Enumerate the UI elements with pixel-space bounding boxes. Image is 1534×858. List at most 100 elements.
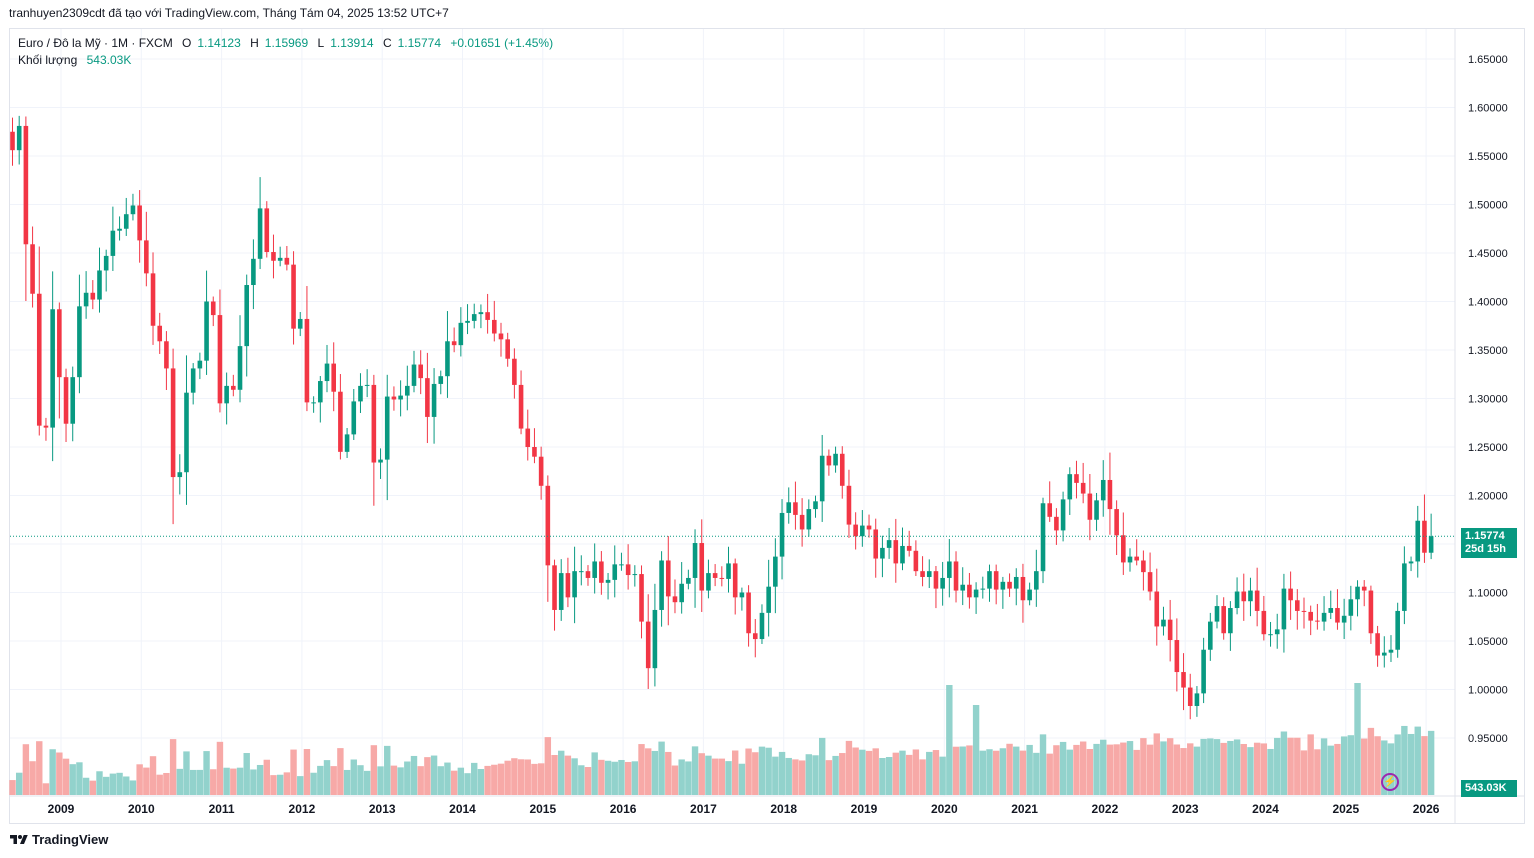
volume-bar <box>69 764 76 795</box>
candle-body <box>1214 606 1220 622</box>
candle-body <box>50 309 55 428</box>
candle-body <box>465 320 470 323</box>
candle-body <box>532 447 537 457</box>
candle-body <box>445 341 450 377</box>
volume-bar <box>1280 731 1288 795</box>
candle-body <box>947 561 952 578</box>
candle-body <box>1134 556 1139 561</box>
candle-body <box>297 318 303 329</box>
volume-bar <box>343 769 351 795</box>
candle-body <box>920 571 925 577</box>
volume-bar <box>1220 742 1227 795</box>
volume-bar <box>658 741 665 795</box>
volume-bar <box>1421 736 1428 795</box>
candle-body <box>706 573 711 591</box>
volume-bar <box>1006 743 1013 795</box>
volume-bar <box>611 761 618 795</box>
volume-bar <box>256 764 264 795</box>
candle-body <box>231 385 236 390</box>
x-tick-label: 2010 <box>128 802 155 816</box>
candle-body <box>318 381 323 403</box>
volume-bar <box>832 755 839 795</box>
volume-bar <box>457 767 465 795</box>
volume-bar <box>303 749 311 795</box>
volume-bar <box>1387 743 1395 795</box>
footer-brand[interactable]: TradingView <box>10 832 108 847</box>
candle-body <box>411 364 417 386</box>
candle-body <box>1221 606 1226 634</box>
candle-body <box>1040 503 1046 572</box>
volume-bar <box>772 756 779 795</box>
candle-body <box>1234 591 1240 609</box>
volume-bar <box>678 759 685 795</box>
volume-bar <box>624 761 632 795</box>
candle-body <box>1074 474 1079 483</box>
volume-bar <box>1367 727 1375 795</box>
candle-body <box>625 564 631 576</box>
volume-bar <box>865 750 873 795</box>
candle-body <box>973 589 979 598</box>
volume-bar <box>491 764 498 795</box>
x-tick-label: 2019 <box>851 802 878 816</box>
volume-bar <box>725 761 732 795</box>
volume-bar <box>571 758 578 795</box>
y-tick-label: 1.05000 <box>1468 636 1508 648</box>
candle-body <box>1228 608 1233 634</box>
volume-bar <box>1140 738 1147 795</box>
candle-body <box>1027 589 1032 601</box>
candle-body <box>344 434 350 452</box>
candle-body <box>980 588 986 590</box>
x-tick-label: 2022 <box>1092 802 1119 816</box>
candle-body <box>1375 633 1380 656</box>
candle-body <box>712 573 718 578</box>
volume-bar <box>859 749 866 795</box>
volume-bar <box>236 767 244 795</box>
candle-body <box>492 319 497 334</box>
volume-bar <box>839 753 846 795</box>
candle-body <box>1000 581 1006 590</box>
volume-label[interactable]: Khối lượng <box>18 53 78 67</box>
volume-bar <box>1166 738 1174 795</box>
volume-bar <box>143 767 150 795</box>
candle-body <box>773 556 778 587</box>
volume-bar <box>812 755 819 795</box>
y-tick-label: 1.55000 <box>1468 151 1508 163</box>
volume-bar <box>1374 736 1381 795</box>
volume-bar <box>1153 733 1160 795</box>
volume-bar <box>1093 743 1100 795</box>
candle-body <box>1355 586 1360 600</box>
high-value: 1.15969 <box>264 36 309 50</box>
candle-body <box>993 571 999 590</box>
volume-bar <box>1113 744 1120 795</box>
candle-body <box>103 255 109 271</box>
candle-body <box>565 573 571 598</box>
candle-body <box>338 391 343 452</box>
volume-bar <box>899 750 906 795</box>
y-tick-label: 1.65000 <box>1468 54 1508 66</box>
legend-row-volume: Khối lượng 543.03K <box>18 52 553 69</box>
lightning-icon[interactable]: ⚡ <box>1381 773 1399 791</box>
volume-bar <box>424 757 431 795</box>
symbol-label[interactable]: Euro / Đô la Mỹ · 1M · FXCM <box>18 36 173 50</box>
volume-bar <box>1260 743 1268 795</box>
candle-body <box>1187 687 1193 706</box>
candle-body <box>10 131 15 151</box>
candle-body <box>264 208 270 253</box>
volume-bar <box>250 769 257 795</box>
candle-body <box>425 378 430 417</box>
candle-body <box>311 402 316 404</box>
volume-bar <box>189 769 197 795</box>
x-tick-label: 2021 <box>1011 802 1038 816</box>
volume-bar <box>1073 744 1080 795</box>
candle-body <box>518 384 524 429</box>
volume-bar <box>223 767 230 795</box>
candle-body <box>137 205 142 241</box>
candle-body <box>578 571 584 573</box>
x-tick-label: 2015 <box>529 802 556 816</box>
volume-bar <box>651 750 659 795</box>
x-tick-label: 2018 <box>770 802 797 816</box>
candle-body <box>839 453 845 486</box>
candle-body <box>525 428 531 447</box>
volume-bar <box>1414 726 1421 795</box>
